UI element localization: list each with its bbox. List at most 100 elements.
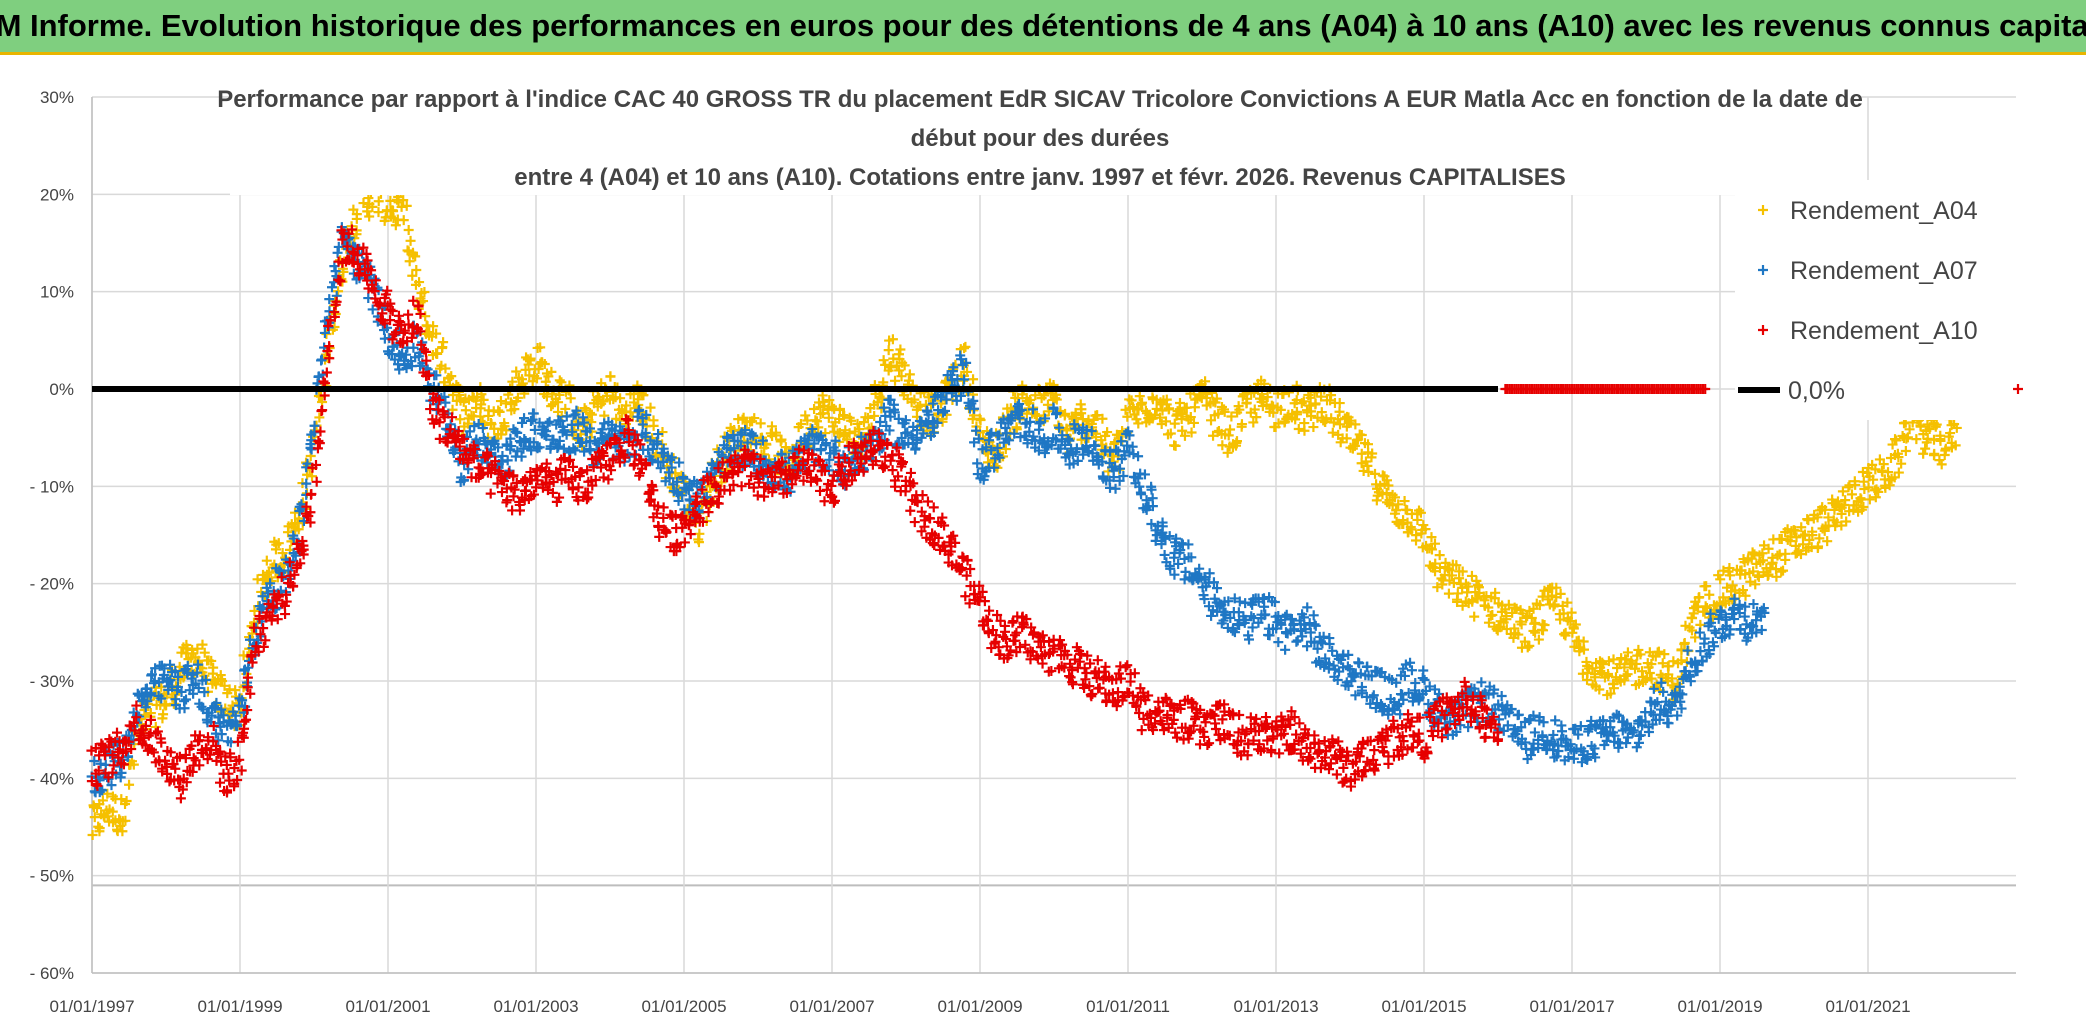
data-point bbox=[1120, 662, 1131, 673]
data-point bbox=[1174, 547, 1185, 558]
data-point bbox=[1248, 417, 1259, 428]
data-point bbox=[1174, 397, 1185, 408]
data-point bbox=[1131, 700, 1142, 711]
data-point bbox=[460, 405, 471, 416]
data-point bbox=[1332, 674, 1343, 685]
chart-title-background bbox=[230, 80, 1860, 195]
data-point bbox=[1795, 549, 1806, 560]
data-point bbox=[563, 456, 574, 467]
data-point bbox=[1189, 402, 1200, 413]
data-point bbox=[1233, 401, 1244, 412]
data-point bbox=[858, 466, 869, 477]
data-point bbox=[1575, 721, 1586, 732]
data-point bbox=[635, 439, 646, 450]
data-point bbox=[468, 453, 479, 464]
data-point bbox=[1169, 418, 1180, 429]
data-point bbox=[1251, 713, 1262, 724]
data-point bbox=[955, 390, 966, 401]
y-tick-label: 20% bbox=[40, 185, 74, 204]
data-point bbox=[333, 286, 344, 297]
chart-title-line: entre 4 (A04) et 10 ans (A10). Cotations… bbox=[514, 164, 1566, 191]
data-point bbox=[141, 683, 152, 694]
data-point bbox=[519, 433, 530, 444]
legend-label: Rendement_A07 bbox=[1790, 257, 1978, 285]
data-point bbox=[1070, 410, 1081, 421]
data-point bbox=[868, 425, 879, 436]
series-rendement_a07 bbox=[86, 222, 1770, 798]
data-point bbox=[1229, 627, 1240, 638]
data-point bbox=[447, 412, 458, 423]
data-point bbox=[1011, 647, 1022, 658]
data-point bbox=[960, 591, 971, 602]
x-tick-label: 01/01/2013 bbox=[1233, 997, 1318, 1016]
data-point bbox=[215, 746, 226, 757]
data-point bbox=[760, 455, 771, 466]
data-point bbox=[1107, 688, 1118, 699]
data-point bbox=[1718, 592, 1729, 603]
data-point bbox=[853, 465, 864, 476]
data-point bbox=[273, 538, 284, 549]
data-point bbox=[493, 405, 504, 416]
data-point bbox=[1502, 720, 1513, 731]
data-point bbox=[1548, 729, 1559, 740]
data-point bbox=[567, 484, 578, 495]
data-point bbox=[1605, 722, 1616, 733]
data-point bbox=[1081, 433, 1092, 444]
data-point bbox=[1157, 521, 1168, 532]
data-point bbox=[165, 675, 176, 686]
data-point bbox=[1084, 681, 1095, 692]
data-point bbox=[730, 450, 741, 461]
data-point bbox=[145, 714, 156, 725]
data-point bbox=[713, 463, 724, 474]
data-point bbox=[1278, 728, 1289, 739]
data-point bbox=[408, 295, 419, 306]
data-point bbox=[1223, 430, 1234, 441]
data-point bbox=[634, 468, 645, 479]
data-point bbox=[605, 371, 616, 382]
chart-title-line: début pour des durées bbox=[911, 125, 1170, 152]
data-point bbox=[401, 200, 412, 211]
data-point bbox=[1481, 591, 1492, 602]
data-point bbox=[221, 759, 232, 770]
data-point bbox=[1350, 690, 1361, 701]
data-point bbox=[1194, 563, 1205, 574]
data-point bbox=[846, 415, 857, 426]
y-tick-label: 30% bbox=[40, 88, 74, 107]
y-tick-label: - 10% bbox=[30, 477, 74, 496]
data-point bbox=[1391, 505, 1402, 516]
data-point bbox=[1253, 726, 1264, 737]
data-point bbox=[671, 487, 682, 498]
data-point bbox=[385, 298, 396, 309]
data-point bbox=[1863, 482, 1874, 493]
data-point bbox=[194, 760, 205, 771]
data-point bbox=[1893, 452, 1904, 463]
data-point bbox=[1285, 719, 1296, 730]
data-point bbox=[678, 472, 689, 483]
data-point bbox=[813, 454, 824, 465]
data-point bbox=[1724, 563, 1735, 574]
data-point bbox=[321, 367, 332, 378]
data-point bbox=[511, 366, 522, 377]
data-point bbox=[1316, 391, 1327, 402]
data-point bbox=[1283, 714, 1294, 725]
data-point bbox=[307, 471, 318, 482]
data-point bbox=[242, 705, 253, 716]
data-point bbox=[258, 641, 269, 652]
data-point bbox=[576, 467, 587, 478]
data-point bbox=[179, 696, 190, 707]
data-point bbox=[1876, 465, 1887, 476]
data-point bbox=[121, 746, 132, 757]
data-point bbox=[1902, 432, 1913, 443]
data-point bbox=[1310, 620, 1321, 631]
data-point bbox=[1648, 683, 1659, 694]
data-point bbox=[413, 301, 424, 312]
data-point bbox=[1489, 684, 1500, 695]
data-point bbox=[1145, 712, 1156, 723]
data-point bbox=[165, 747, 176, 758]
data-point bbox=[506, 441, 517, 452]
data-point bbox=[121, 795, 132, 806]
data-point bbox=[107, 750, 118, 761]
data-point bbox=[410, 251, 421, 262]
data-point bbox=[1355, 668, 1366, 679]
data-point bbox=[1081, 667, 1092, 678]
